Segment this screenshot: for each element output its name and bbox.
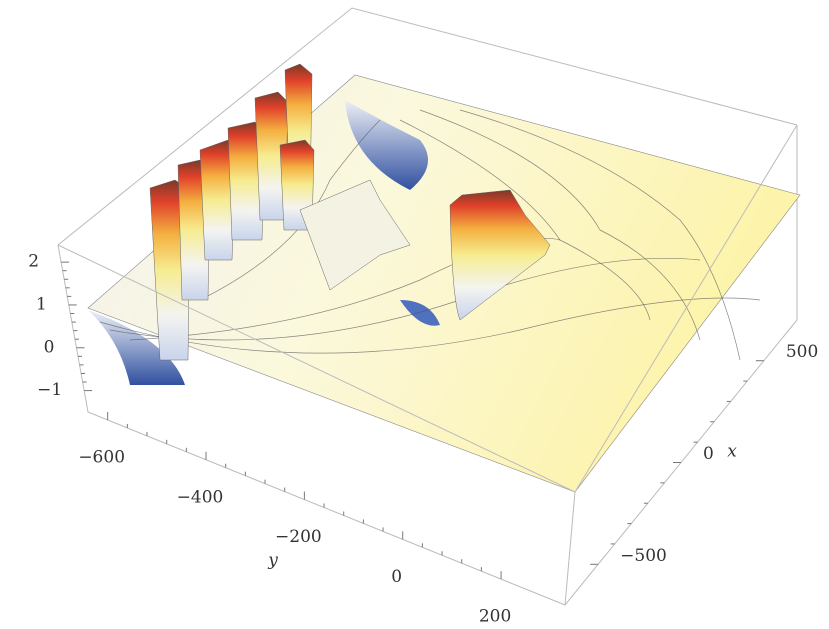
- surface: [87, 63, 801, 493]
- z-tick-label: 1: [36, 294, 47, 314]
- y-tick-label: −600: [78, 447, 125, 467]
- z-tick-label: 2: [28, 252, 39, 272]
- x-tick-label: −500: [620, 546, 667, 566]
- z-tick-label: 0: [44, 337, 55, 357]
- x-axis-label: x: [727, 442, 737, 462]
- x-tick-label: 0: [703, 444, 714, 464]
- z-tick-label: −1: [37, 380, 62, 400]
- y-tick-label: −200: [275, 527, 322, 547]
- box-back: [57, 7, 798, 320]
- x-tick-label: 500: [786, 342, 818, 362]
- y-axis-label: y: [267, 551, 278, 571]
- y-tick-label: 0: [391, 567, 402, 587]
- y-tick-label: −400: [177, 487, 224, 507]
- y-tick-label: 200: [479, 607, 511, 627]
